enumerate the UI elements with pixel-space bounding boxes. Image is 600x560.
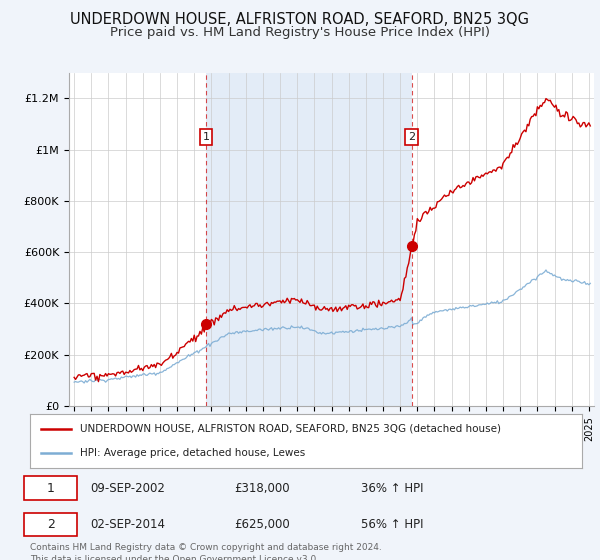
Text: 56% ↑ HPI: 56% ↑ HPI	[361, 518, 424, 531]
Text: UNDERDOWN HOUSE, ALFRISTON ROAD, SEAFORD, BN25 3QG (detached house): UNDERDOWN HOUSE, ALFRISTON ROAD, SEAFORD…	[80, 424, 500, 434]
Text: 2: 2	[47, 518, 55, 531]
FancyBboxPatch shape	[25, 512, 77, 536]
Text: £318,000: £318,000	[234, 482, 290, 494]
Text: Price paid vs. HM Land Registry's House Price Index (HPI): Price paid vs. HM Land Registry's House …	[110, 26, 490, 39]
Text: Contains HM Land Registry data © Crown copyright and database right 2024.
This d: Contains HM Land Registry data © Crown c…	[30, 543, 382, 560]
FancyBboxPatch shape	[25, 476, 77, 500]
Text: 1: 1	[47, 482, 55, 494]
Text: 02-SEP-2014: 02-SEP-2014	[91, 518, 166, 531]
Text: £625,000: £625,000	[234, 518, 290, 531]
Text: 1: 1	[203, 132, 209, 142]
Text: 09-SEP-2002: 09-SEP-2002	[91, 482, 166, 494]
Bar	[206, 73, 412, 406]
Text: 2: 2	[408, 132, 415, 142]
Text: 36% ↑ HPI: 36% ↑ HPI	[361, 482, 424, 494]
Text: HPI: Average price, detached house, Lewes: HPI: Average price, detached house, Lewe…	[80, 448, 305, 458]
Text: UNDERDOWN HOUSE, ALFRISTON ROAD, SEAFORD, BN25 3QG: UNDERDOWN HOUSE, ALFRISTON ROAD, SEAFORD…	[71, 12, 530, 27]
